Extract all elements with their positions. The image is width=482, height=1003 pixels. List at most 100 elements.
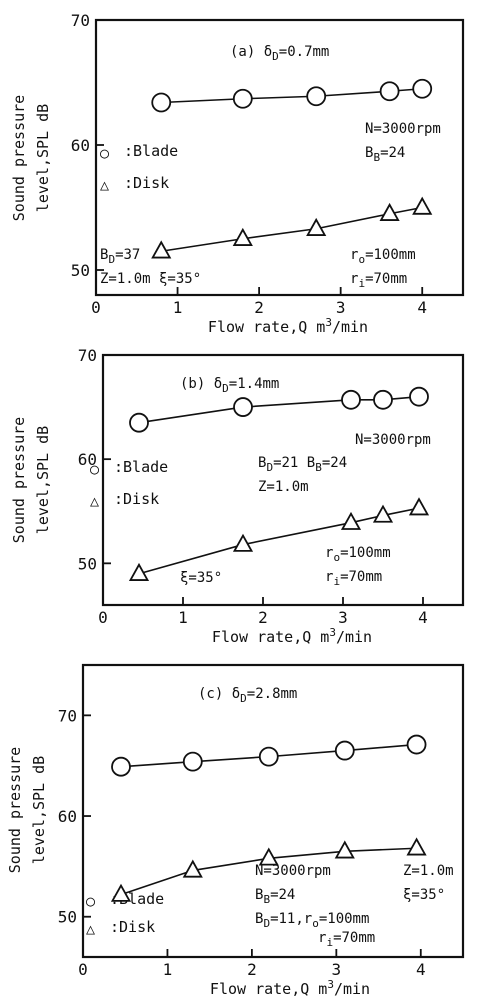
annotation-bb: BB=24	[365, 145, 405, 164]
data-point-blade	[379, 81, 400, 102]
annotation-bd: BD=37	[100, 247, 140, 266]
bb-val: =24	[380, 145, 405, 161]
ro-val: =100mm	[340, 545, 391, 561]
y-tick-label: 50	[78, 554, 97, 573]
data-point-blade	[334, 740, 355, 761]
title-sub: D	[222, 382, 229, 395]
data-point-disk	[372, 504, 394, 523]
data-point-blade	[306, 86, 327, 107]
data-point-disk	[412, 196, 433, 215]
data-point-disk	[128, 562, 150, 581]
annotation-ro: ro=100mm	[325, 545, 391, 564]
bd-val: =21 B	[273, 455, 315, 471]
panel-a: Sound pressure level,SPL dB Flow rate,Q …	[10, 11, 465, 336]
legend-symbol-blade: ○	[86, 892, 95, 910]
x-tick-label: 4	[417, 298, 427, 317]
data-point-blade	[232, 88, 253, 109]
data-point-disk	[232, 533, 254, 552]
ticks: 0 1 2 3 4 50 60 70	[78, 346, 428, 627]
ri-sub: i	[358, 277, 365, 290]
bb-sub: B	[263, 893, 270, 906]
x-axis-title-unit: /min	[334, 980, 370, 998]
ticks: 0 1 2 3 4 50 60 70	[71, 11, 427, 317]
title-sub: D	[240, 692, 247, 705]
y-tick-label: 60	[71, 136, 90, 155]
data-point-blade	[373, 389, 393, 410]
bd-b: B	[258, 455, 266, 471]
y-tick-label: 70	[78, 346, 97, 365]
x-tick-label: 4	[418, 608, 428, 627]
ro-val: =100mm	[319, 911, 370, 927]
annotation-z-xi: Z=1.0m ξ=35°	[100, 271, 201, 287]
x-tick-label: 1	[178, 608, 188, 627]
x-axis-title-unit: /min	[336, 628, 372, 646]
chart-title: (a) δD=0.7mm	[230, 44, 329, 63]
bb-val: =24	[322, 455, 347, 471]
y-tick-label: 70	[58, 706, 77, 725]
y-tick-label: 70	[71, 11, 90, 30]
annotation-bd-ro: BD=11,ro=100mm	[255, 911, 369, 930]
ri-val: =70mm	[333, 930, 375, 946]
plot-frame	[94, 18, 465, 297]
ro-sub: o	[358, 253, 365, 266]
ri-r: r	[318, 930, 326, 946]
bb-val: =24	[270, 887, 295, 903]
ro-sub: o	[312, 917, 319, 930]
y-tick-label: 50	[58, 908, 77, 927]
annotation-n: N=3000rpm	[365, 121, 441, 137]
legend: ○ :Blade △ :Disk	[100, 142, 178, 194]
legend-label-blade: :Blade	[114, 458, 168, 476]
annotation-z: Z=1.0m	[258, 479, 309, 495]
y-tick-label: 60	[78, 450, 97, 469]
bb-b: B	[255, 887, 263, 903]
data-point-disk	[408, 497, 430, 516]
legend-symbol-disk: △	[86, 920, 95, 938]
ro-sub: o	[333, 551, 340, 564]
data-point-disk	[406, 837, 427, 856]
x-axis-title: Flow rate,Q m3/min	[210, 978, 370, 998]
title-sub: D	[272, 50, 279, 63]
data-point-disk	[182, 859, 203, 878]
panel-c: Sound pressure level,SPL dB Flow rate,Q …	[6, 663, 465, 998]
y-axis-title-line1: Sound pressure	[10, 95, 28, 221]
title-prefix: (c) δ	[198, 686, 240, 702]
y-axis-title-line1: Sound pressure	[6, 747, 24, 873]
data-marks	[128, 386, 430, 581]
data-point-disk	[110, 883, 132, 902]
ri-val: =70mm	[365, 271, 407, 287]
data-point-disk	[334, 840, 355, 859]
x-axis-title-text: Flow rate,Q m	[210, 980, 327, 998]
panel-b: Sound pressure level,SPL dB Flow rate,Q …	[10, 346, 465, 646]
bb-sub: B	[315, 461, 322, 474]
annotation-n: N=3000rpm	[255, 863, 331, 879]
ri-sub: i	[333, 575, 340, 588]
y-axis-title-line2: level,SPL dB	[30, 756, 48, 864]
data-point-disk	[340, 511, 362, 530]
data-point-blade	[258, 746, 279, 767]
legend-symbol-disk: △	[90, 492, 99, 510]
title-prefix: (a) δ	[230, 44, 272, 60]
x-tick-label: 1	[173, 298, 183, 317]
x-tick-label: 2	[247, 960, 257, 979]
data-point-blade	[233, 397, 253, 417]
bd-b: B	[100, 247, 108, 263]
legend-label-disk: :Disk	[110, 918, 155, 936]
data-point-blade	[129, 412, 149, 433]
annotation-ri: ri=70mm	[318, 930, 375, 949]
data-point-blade	[412, 78, 433, 99]
data-point-disk	[232, 227, 253, 246]
annotation-bd-bb: BD=21 BB=24	[258, 455, 347, 474]
x-tick-label: 3	[332, 960, 342, 979]
data-point-disk	[151, 240, 172, 259]
ri-r: r	[350, 271, 358, 287]
data-point-disk	[306, 217, 327, 236]
legend-symbol-blade: ○	[90, 460, 99, 478]
legend: ○ :Blade △ :Disk	[90, 458, 168, 510]
x-axis-title: Flow rate,Q m3/min	[208, 316, 368, 336]
data-point-blade	[151, 92, 172, 113]
legend-symbol-disk: △	[100, 176, 109, 194]
legend-symbol-blade: ○	[100, 144, 109, 162]
ri-sub: i	[326, 936, 333, 949]
bb-b: B	[365, 145, 373, 161]
